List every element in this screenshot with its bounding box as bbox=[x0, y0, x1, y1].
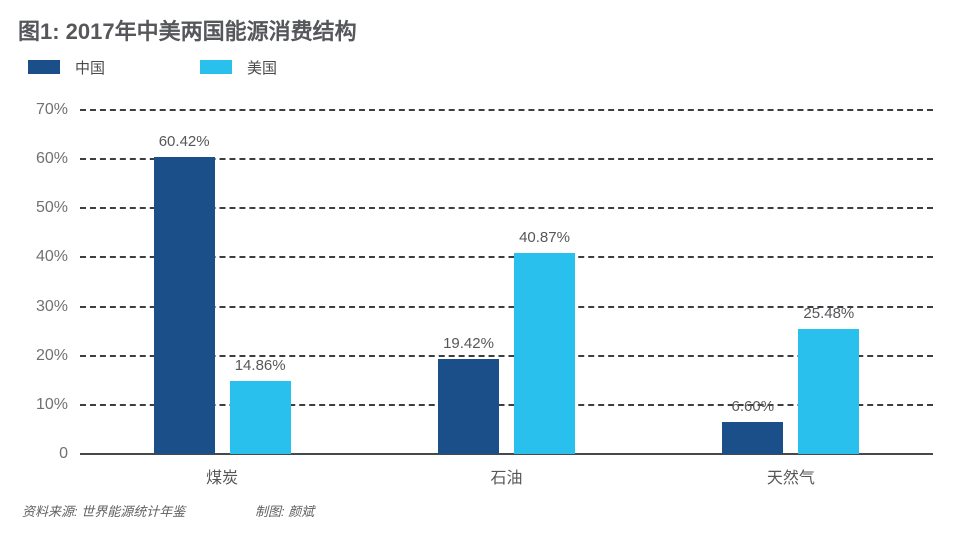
bar-usa-oil bbox=[514, 253, 575, 454]
gridline-70pct bbox=[80, 109, 933, 111]
y-tick-label-40: 40% bbox=[35, 248, 68, 266]
y-tick-label-70: 70% bbox=[35, 101, 68, 118]
value-label-usa-oil: 40.87% bbox=[519, 229, 570, 247]
x-category-label-coal: 煤炭 bbox=[206, 470, 239, 487]
gridline-60pct bbox=[80, 158, 933, 161]
y-tick-label-20: 20% bbox=[35, 346, 68, 364]
legend-label-usa: 美国 bbox=[247, 59, 278, 77]
source-note: 资料来源: 世界能源统计年鉴 bbox=[22, 504, 186, 519]
value-label-china-coal: 60.42% bbox=[158, 133, 210, 151]
y-tick-label-10: 10% bbox=[35, 395, 68, 413]
bar-usa-coal bbox=[229, 380, 291, 454]
y-tick-label-50: 50% bbox=[35, 199, 68, 217]
legend-label-china: 中国 bbox=[75, 59, 106, 77]
bar-china-oil bbox=[438, 358, 499, 454]
y-tick-label-60: 60% bbox=[35, 150, 68, 168]
bar-china-natural-gas bbox=[722, 421, 784, 454]
gridline-40pct bbox=[80, 256, 933, 259]
gridline-50pct bbox=[80, 207, 933, 210]
gridline-30pct bbox=[80, 305, 933, 308]
legend-item-usa: 美国 bbox=[200, 59, 278, 77]
usa-color-swatch bbox=[200, 60, 232, 74]
chart-title: 图1: 2017年中美两国能源消费结构 bbox=[18, 19, 357, 44]
y-tick-label-0: 0 bbox=[59, 445, 68, 462]
gridline-10pct bbox=[80, 403, 933, 406]
bar-usa-natural-gas bbox=[798, 328, 860, 454]
y-tick-label-30: 30% bbox=[35, 297, 68, 315]
legend-item-china: 中国 bbox=[28, 59, 106, 77]
x-category-label-oil: 石油 bbox=[490, 470, 523, 487]
x-axis-line bbox=[80, 453, 933, 455]
value-label-usa-coal: 14.86% bbox=[234, 356, 286, 374]
value-label-usa-natural-gas: 25.48% bbox=[803, 304, 855, 322]
value-label-china-oil: 19.42% bbox=[443, 334, 494, 352]
gridline-20pct bbox=[80, 354, 933, 357]
credit-note: 制图: 颜斌 bbox=[255, 504, 315, 519]
value-label-china-natural-gas: 6.60% bbox=[731, 397, 775, 415]
bar-china-coal bbox=[153, 157, 215, 454]
x-category-label-natural-gas: 天然气 bbox=[766, 470, 815, 487]
china-color-swatch bbox=[28, 60, 60, 74]
